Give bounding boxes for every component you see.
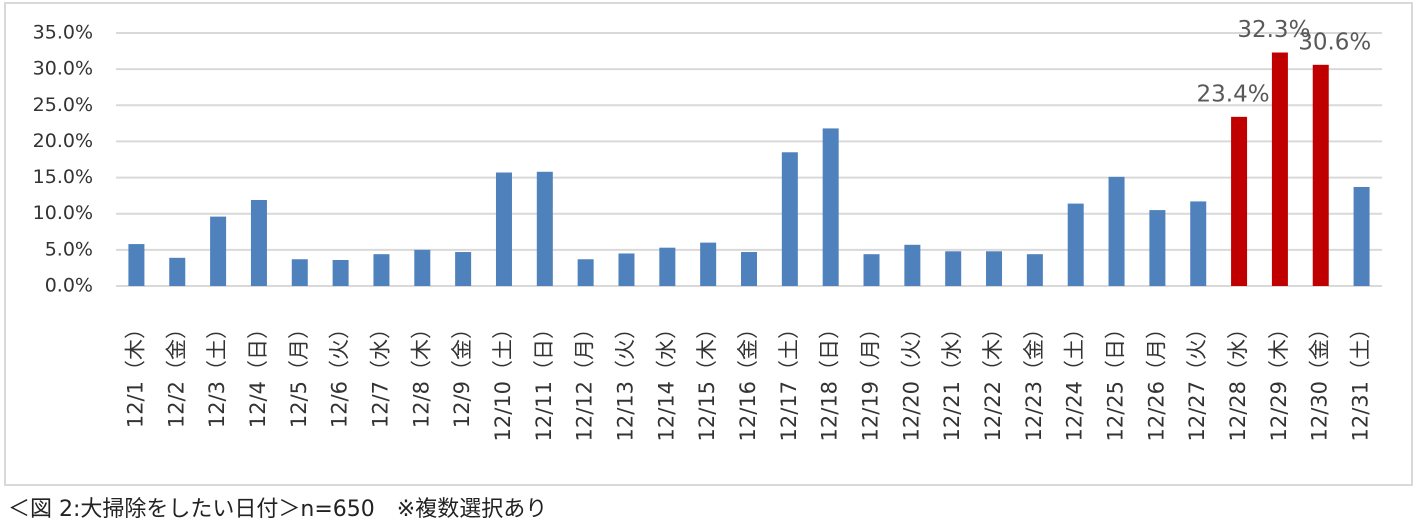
bar <box>414 249 431 286</box>
x-tick-label: 12/17（土） <box>777 318 801 442</box>
x-tick-label: 12/27（火） <box>1185 318 1209 442</box>
y-tick-label: 0.0% <box>45 275 93 297</box>
x-tick-label: 12/12（月） <box>573 318 597 442</box>
bar <box>822 128 839 286</box>
bar <box>373 254 390 286</box>
bar <box>128 244 145 286</box>
y-tick-label: 30.0% <box>33 58 93 80</box>
x-tick-label: 12/30（金） <box>1308 318 1332 442</box>
bar <box>863 254 880 286</box>
y-tick-label: 15.0% <box>33 166 93 188</box>
x-tick-label: 12/6（火） <box>328 318 352 428</box>
value-label: 32.3% <box>1237 17 1310 43</box>
x-tick-label: 12/21（水） <box>940 318 964 442</box>
x-tick-label: 12/20（火） <box>899 318 923 442</box>
bar <box>741 252 757 286</box>
y-tick-label: 35.0% <box>33 22 93 44</box>
bar <box>904 244 921 286</box>
x-tick-label: 12/3（土） <box>205 318 229 428</box>
bar <box>618 253 635 286</box>
y-tick-label: 25.0% <box>33 94 93 116</box>
bar <box>1026 254 1043 286</box>
bar <box>781 152 798 286</box>
x-tick-label: 12/13（火） <box>613 318 637 442</box>
bar <box>1231 116 1248 286</box>
x-tick-label: 12/7（水） <box>368 318 392 428</box>
x-tick-label: 12/19（月） <box>859 318 883 442</box>
x-tick-label: 12/18（日） <box>818 318 842 442</box>
y-tick-label: 5.0% <box>45 238 93 260</box>
x-tick-label: 12/4（日） <box>246 318 270 428</box>
x-tick-label: 12/8（木） <box>409 318 433 428</box>
caption: ＜図 2:大掃除をしたい日付＞n=650 ※複数選択あり <box>8 497 547 522</box>
bar <box>495 172 512 286</box>
bar <box>536 171 553 286</box>
bar <box>986 251 1003 286</box>
x-tick-label: 12/9（金） <box>450 318 474 428</box>
x-tick-label: 12/5（月） <box>287 318 311 428</box>
value-label: 30.6% <box>1298 29 1371 55</box>
bar <box>1108 176 1125 286</box>
bar <box>1149 210 1166 286</box>
bar <box>291 259 308 286</box>
bar <box>169 257 186 286</box>
bar <box>700 242 717 286</box>
x-tick-label: 12/25（日） <box>1104 318 1128 442</box>
bar <box>1353 186 1370 286</box>
x-tick-label: 12/31（土） <box>1349 318 1373 442</box>
x-tick-label: 12/16（金） <box>736 318 760 442</box>
x-tick-label: 12/24（土） <box>1063 318 1087 442</box>
y-tick-label: 20.0% <box>33 130 93 152</box>
bar <box>945 251 962 286</box>
x-tick-label: 12/14（水） <box>654 318 678 442</box>
bar <box>332 259 349 286</box>
value-label: 23.4% <box>1197 81 1270 107</box>
bar <box>1190 201 1207 286</box>
bar <box>577 259 594 286</box>
x-tick-label: 12/23（金） <box>1022 318 1046 442</box>
bar <box>659 247 676 286</box>
x-tick-label: 12/10（土） <box>491 318 515 442</box>
bar <box>250 199 267 286</box>
x-tick-label: 12/22（木） <box>981 318 1005 442</box>
x-tick-label: 12/29（木） <box>1267 318 1291 442</box>
x-tick-label: 12/11（日） <box>532 318 556 442</box>
bar <box>1067 203 1084 286</box>
x-tick-label: 12/2（金） <box>164 318 188 428</box>
bar <box>455 252 472 286</box>
x-tick-label: 12/28（水） <box>1226 318 1250 442</box>
y-tick-label: 10.0% <box>33 202 93 224</box>
x-tick-label: 12/1（木） <box>123 318 147 428</box>
x-tick-label: 12/15（木） <box>695 318 719 442</box>
bar <box>1271 52 1288 286</box>
x-tick-label: 12/26（月） <box>1144 318 1168 442</box>
bar <box>210 216 227 286</box>
bar <box>1312 64 1329 286</box>
